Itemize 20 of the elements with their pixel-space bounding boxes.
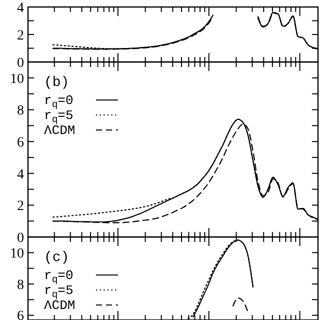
y-tick-label: 2: [17, 199, 24, 214]
legend-label: r$_{q}$=5: [44, 283, 74, 300]
annotation: (b): [44, 74, 70, 91]
y-tick-label: 8: [17, 278, 24, 293]
y-tick-label: 10: [10, 246, 24, 262]
y-tick-label: 6: [17, 135, 24, 150]
y-tick-label: 8: [17, 104, 24, 119]
y-tick-label: 4: [17, 167, 24, 182]
y-tick-label: 4: [17, 0, 24, 16]
y-tick-label: 0: [17, 56, 24, 71]
y-tick-label: 0: [17, 230, 24, 246]
legend-label: ΛCDM: [44, 123, 76, 138]
legend-label: r$_{q}$=5: [44, 108, 74, 125]
legend-label: ΛCDM: [44, 298, 76, 313]
y-tick-label: 10: [10, 72, 24, 87]
legend-label: r$_{q}$=0: [44, 268, 74, 285]
y-tick-label: 6: [17, 309, 24, 320]
legend-label: r$_{q}$=0: [44, 93, 74, 110]
y-tick-label: 2: [17, 28, 24, 44]
annotation: (c): [44, 250, 70, 266]
